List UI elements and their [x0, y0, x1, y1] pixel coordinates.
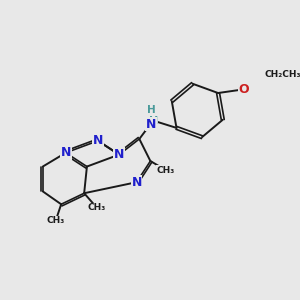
Text: N: N [114, 148, 124, 161]
Text: N: N [131, 176, 142, 189]
Text: N: N [146, 118, 157, 131]
Text: CH₃: CH₃ [157, 166, 175, 175]
Text: CH₃: CH₃ [88, 203, 106, 212]
Text: H: H [147, 106, 156, 116]
Text: N: N [61, 146, 71, 159]
Text: N: N [93, 134, 103, 147]
Text: O: O [238, 83, 249, 96]
Text: H: H [148, 116, 158, 126]
Text: CH₃: CH₃ [46, 216, 65, 225]
Text: CH₂CH₃: CH₂CH₃ [264, 70, 300, 79]
